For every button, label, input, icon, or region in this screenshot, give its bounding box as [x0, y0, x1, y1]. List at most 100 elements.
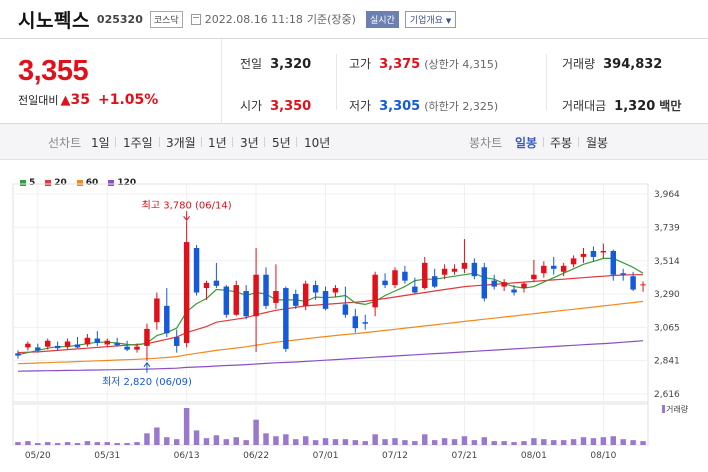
- candle-body: [134, 346, 140, 350]
- volume-bar: [273, 436, 279, 445]
- candle-body: [501, 282, 507, 287]
- volume-bar: [580, 437, 587, 445]
- volume-bar: [422, 434, 428, 445]
- tab-1week[interactable]: 1주일: [123, 136, 153, 150]
- open-value: 3,350: [270, 99, 312, 114]
- candle-body: [382, 280, 388, 286]
- volume-bar: [322, 438, 329, 445]
- line-chart-label: 선차트: [48, 136, 82, 150]
- candle-chart-label: 봉차트: [469, 136, 503, 150]
- high-annotation: 최고 3,780 (06/14): [142, 199, 232, 211]
- x-tick-label: 05/31: [94, 451, 120, 461]
- y-tick-label: 3,514: [654, 257, 680, 267]
- legend-ma120: 120: [108, 178, 136, 188]
- legend-label: 5: [29, 178, 36, 188]
- volume-bar: [253, 419, 259, 445]
- legend-ma5: 5: [20, 178, 35, 188]
- candle-body: [253, 274, 259, 317]
- candle-body: [461, 262, 468, 269]
- volume-bar: [124, 443, 130, 445]
- calendar-icon: [190, 13, 201, 25]
- volume-bar: [54, 443, 61, 445]
- stock-chart[interactable]: 5 20 60 120 3,964 3,739 3,514 3,290 3,065 2,8…: [0, 160, 708, 472]
- company-info-dropdown[interactable]: 기업개요 ▼: [404, 10, 457, 28]
- candle-body: [213, 280, 220, 286]
- volume-bar: [35, 443, 41, 445]
- tab-5year[interactable]: 5년: [272, 136, 291, 150]
- volume-bar: [233, 437, 239, 445]
- tab-1day[interactable]: 1일: [91, 136, 110, 150]
- tab-weekly-candle[interactable]: 주봉: [550, 136, 573, 150]
- candle-body: [332, 288, 339, 293]
- volume-bar: [134, 442, 140, 445]
- volume-bar: [471, 440, 478, 445]
- x-tick-label: 06/22: [243, 451, 269, 461]
- volume-bar: [501, 441, 507, 445]
- tab-separator: [201, 137, 202, 147]
- candle-body: [422, 262, 428, 289]
- volume-label: 거래량: [562, 57, 596, 71]
- change-amount: 35: [70, 92, 90, 108]
- volume-bar: [481, 437, 488, 445]
- upper-limit: (상한가 4,315): [424, 58, 499, 71]
- stock-header: 시노펙스 025320 코스닥 2022.08.16 11:18 기준(장중) …: [0, 0, 708, 38]
- y-tick-label: 3,065: [654, 323, 680, 333]
- price-change: 전일대비 ▲ 35 +1.05%: [18, 92, 158, 108]
- candle-body: [233, 285, 239, 315]
- candle-body: [203, 282, 210, 289]
- candle-body: [431, 276, 438, 287]
- x-tick-label: 08/10: [590, 451, 616, 461]
- candle-body: [173, 337, 180, 346]
- chart-canvas[interactable]: 3,964 3,739 3,514 3,290 3,065 2,841 2,616 05/20…: [0, 160, 708, 472]
- volume-bar: [104, 442, 110, 445]
- high-value: 3,375: [379, 57, 421, 72]
- volume-bar: [183, 408, 190, 445]
- candle-body: [481, 267, 488, 299]
- tab-3month[interactable]: 3개월: [166, 136, 196, 150]
- candle-body: [392, 270, 398, 286]
- amount-label: 거래대금: [562, 99, 607, 113]
- candle-body: [342, 304, 349, 315]
- volume-bar: [25, 441, 31, 445]
- candle-body: [154, 298, 160, 323]
- lower-limit: (하한가 2,325): [424, 100, 499, 113]
- volume-bar: [491, 441, 497, 445]
- high-arrow-icon: [183, 215, 191, 222]
- tab-daily-candle[interactable]: 일봉: [515, 136, 538, 150]
- volume-bar: [600, 437, 607, 445]
- candle-body: [84, 337, 91, 345]
- candle-body: [302, 283, 309, 306]
- change-label: 전일대비: [18, 94, 59, 107]
- legend-swatch: [45, 180, 52, 186]
- volume-bar: [342, 439, 349, 445]
- y-tick-label: 3,290: [654, 290, 680, 300]
- stock-name: 시노펙스: [18, 9, 90, 32]
- volume-bar: [283, 434, 289, 445]
- candle-body: [25, 343, 31, 348]
- y-tick-label: 2,616: [654, 390, 680, 400]
- high-label: 고가: [349, 57, 372, 71]
- low-label: 저가: [349, 99, 372, 113]
- legend-label: 60: [85, 178, 99, 188]
- tab-3year[interactable]: 3년: [240, 136, 259, 150]
- tab-10year[interactable]: 10년: [304, 136, 331, 150]
- tab-1year[interactable]: 1년: [208, 136, 227, 150]
- volume-bar: [551, 440, 557, 445]
- y-tick-label: 3,739: [654, 223, 680, 233]
- realtime-button[interactable]: 실시간: [365, 10, 399, 28]
- tab-separator: [296, 137, 297, 147]
- volume-bar: [263, 433, 269, 445]
- candle-body: [352, 316, 359, 329]
- volume-bar: [630, 440, 636, 445]
- candle-body: [183, 242, 190, 343]
- change-percent: +1.05%: [97, 92, 159, 108]
- candle-body: [362, 322, 368, 324]
- volume-bar: [213, 435, 220, 445]
- candle-body: [54, 345, 61, 349]
- volume-bar: [521, 441, 527, 445]
- tab-monthly-candle[interactable]: 월봉: [586, 136, 609, 150]
- quote-datetime: 2022.08.16 11:18: [204, 12, 303, 26]
- volume-bar: [531, 438, 537, 445]
- volume-bar: [302, 436, 309, 445]
- candle-body: [94, 338, 101, 343]
